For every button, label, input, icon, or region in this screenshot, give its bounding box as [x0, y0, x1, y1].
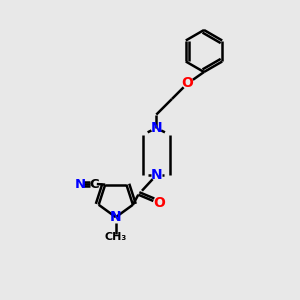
Text: N: N	[110, 210, 122, 224]
Text: O: O	[153, 196, 165, 210]
Text: N: N	[75, 178, 86, 190]
Text: N: N	[151, 168, 162, 182]
Text: O: O	[182, 76, 194, 90]
Text: CH₃: CH₃	[105, 232, 127, 242]
Text: N: N	[151, 121, 162, 135]
Text: C: C	[89, 178, 99, 190]
